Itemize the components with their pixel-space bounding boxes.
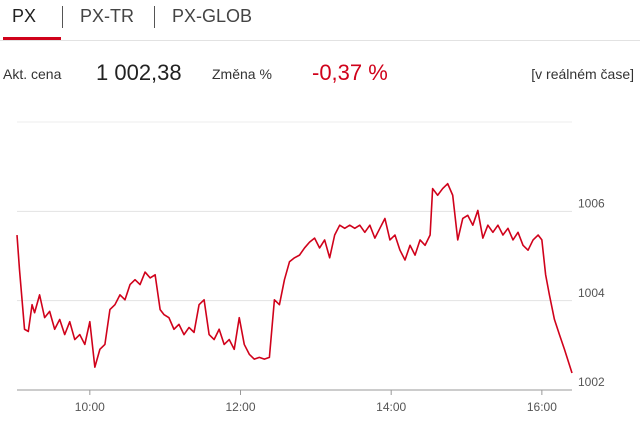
x-tick-label: 12:00 xyxy=(225,400,255,414)
quote-info: Akt. cena 1 002,38 Změna % -0,37 % [v re… xyxy=(0,58,640,88)
x-tick-label: 16:00 xyxy=(527,400,557,414)
y-tick-label: 1006 xyxy=(578,197,605,211)
x-tick-label: 10:00 xyxy=(75,400,105,414)
x-tick-label: 14:00 xyxy=(376,400,406,414)
price-line xyxy=(16,182,573,374)
active-indicator xyxy=(3,37,61,40)
realtime-note: [v reálném čase] xyxy=(531,66,634,82)
y-tick-label: 1002 xyxy=(578,375,605,389)
price: 1 002,38 xyxy=(96,60,182,85)
change-label: Změna % xyxy=(212,66,272,82)
change: -0,37 % xyxy=(312,60,388,85)
chart: 1002 1004 1006 10:00 12:00 14:00 16:00 xyxy=(16,121,605,414)
y-tick-label: 1004 xyxy=(578,286,605,300)
separator xyxy=(154,6,155,28)
tab[interactable]: PX xyxy=(12,6,37,26)
price-label: Akt. cena xyxy=(3,66,62,82)
separator xyxy=(62,6,63,28)
tab[interactable]: PX-TR xyxy=(80,6,134,26)
tab[interactable]: PX-GLOB xyxy=(172,6,253,26)
tab-bar: PX PX-TR PX-GLOB xyxy=(0,0,640,41)
